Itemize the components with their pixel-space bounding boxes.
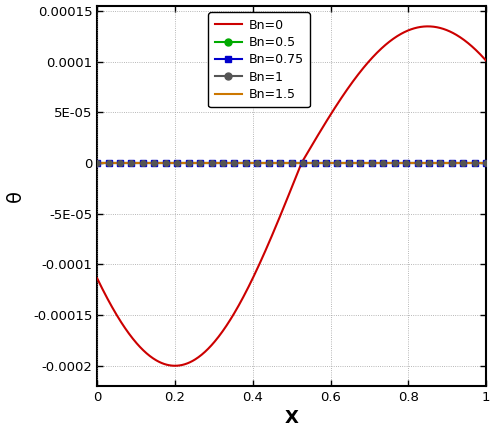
Line: Bn=0: Bn=0	[97, 26, 486, 366]
Bn=0	[94, 276, 100, 281]
Bn=0	[324, 118, 330, 123]
Bn=0	[271, 229, 277, 234]
Legend: Bn=0, Bn=0.5, Bn=0.75, Bn=1, Bn=1.5: Bn=0, Bn=0.5, Bn=0.75, Bn=1, Bn=1.5	[208, 13, 310, 107]
Bn=0	[195, 355, 201, 360]
Bn=0	[163, 362, 169, 367]
Bn=0	[483, 58, 489, 63]
Y-axis label: θ: θ	[5, 190, 25, 202]
Bn=0	[172, 363, 178, 368]
Bn=0	[425, 24, 431, 29]
X-axis label: X: X	[285, 410, 299, 427]
Bn=0	[355, 73, 361, 78]
Bn=0	[388, 38, 394, 43]
